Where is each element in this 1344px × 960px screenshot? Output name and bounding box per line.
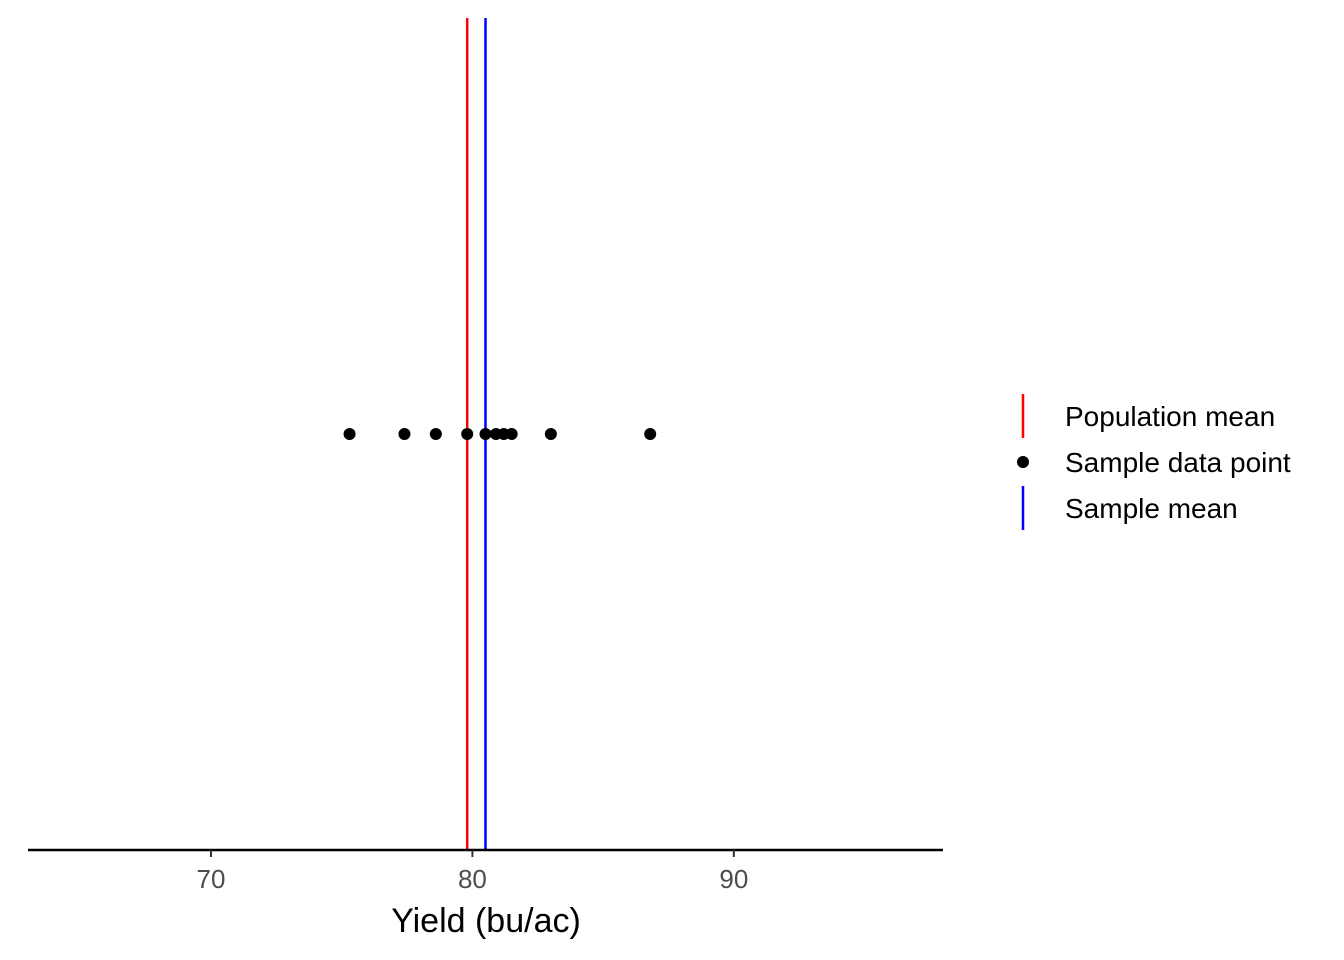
x-axis-title: Yield (bu/ac) (391, 902, 581, 940)
sample-data-point (398, 428, 411, 440)
legend-key-2 (1017, 456, 1029, 468)
sample-data-point (544, 428, 557, 440)
plot-area (343, 18, 657, 850)
legend-label-1: Population mean (1065, 401, 1275, 432)
sample-data-point (505, 428, 518, 440)
sample-data-point (644, 428, 657, 440)
sample-data-point (429, 428, 442, 440)
x-tick-label: 70 (197, 864, 226, 894)
sample-data-point (461, 428, 474, 440)
legend-label-3: Sample mean (1065, 493, 1238, 524)
sample-data-point (479, 428, 492, 440)
x-tick-label: 80 (458, 864, 487, 894)
legend: Population mean Sample data point Sample m… (1017, 394, 1291, 530)
x-tick-label: 90 (719, 864, 748, 894)
sample-data-point (343, 428, 356, 440)
x-axis-ticks: 70 80 90 (197, 850, 748, 894)
legend-label-2: Sample data point (1065, 447, 1291, 478)
